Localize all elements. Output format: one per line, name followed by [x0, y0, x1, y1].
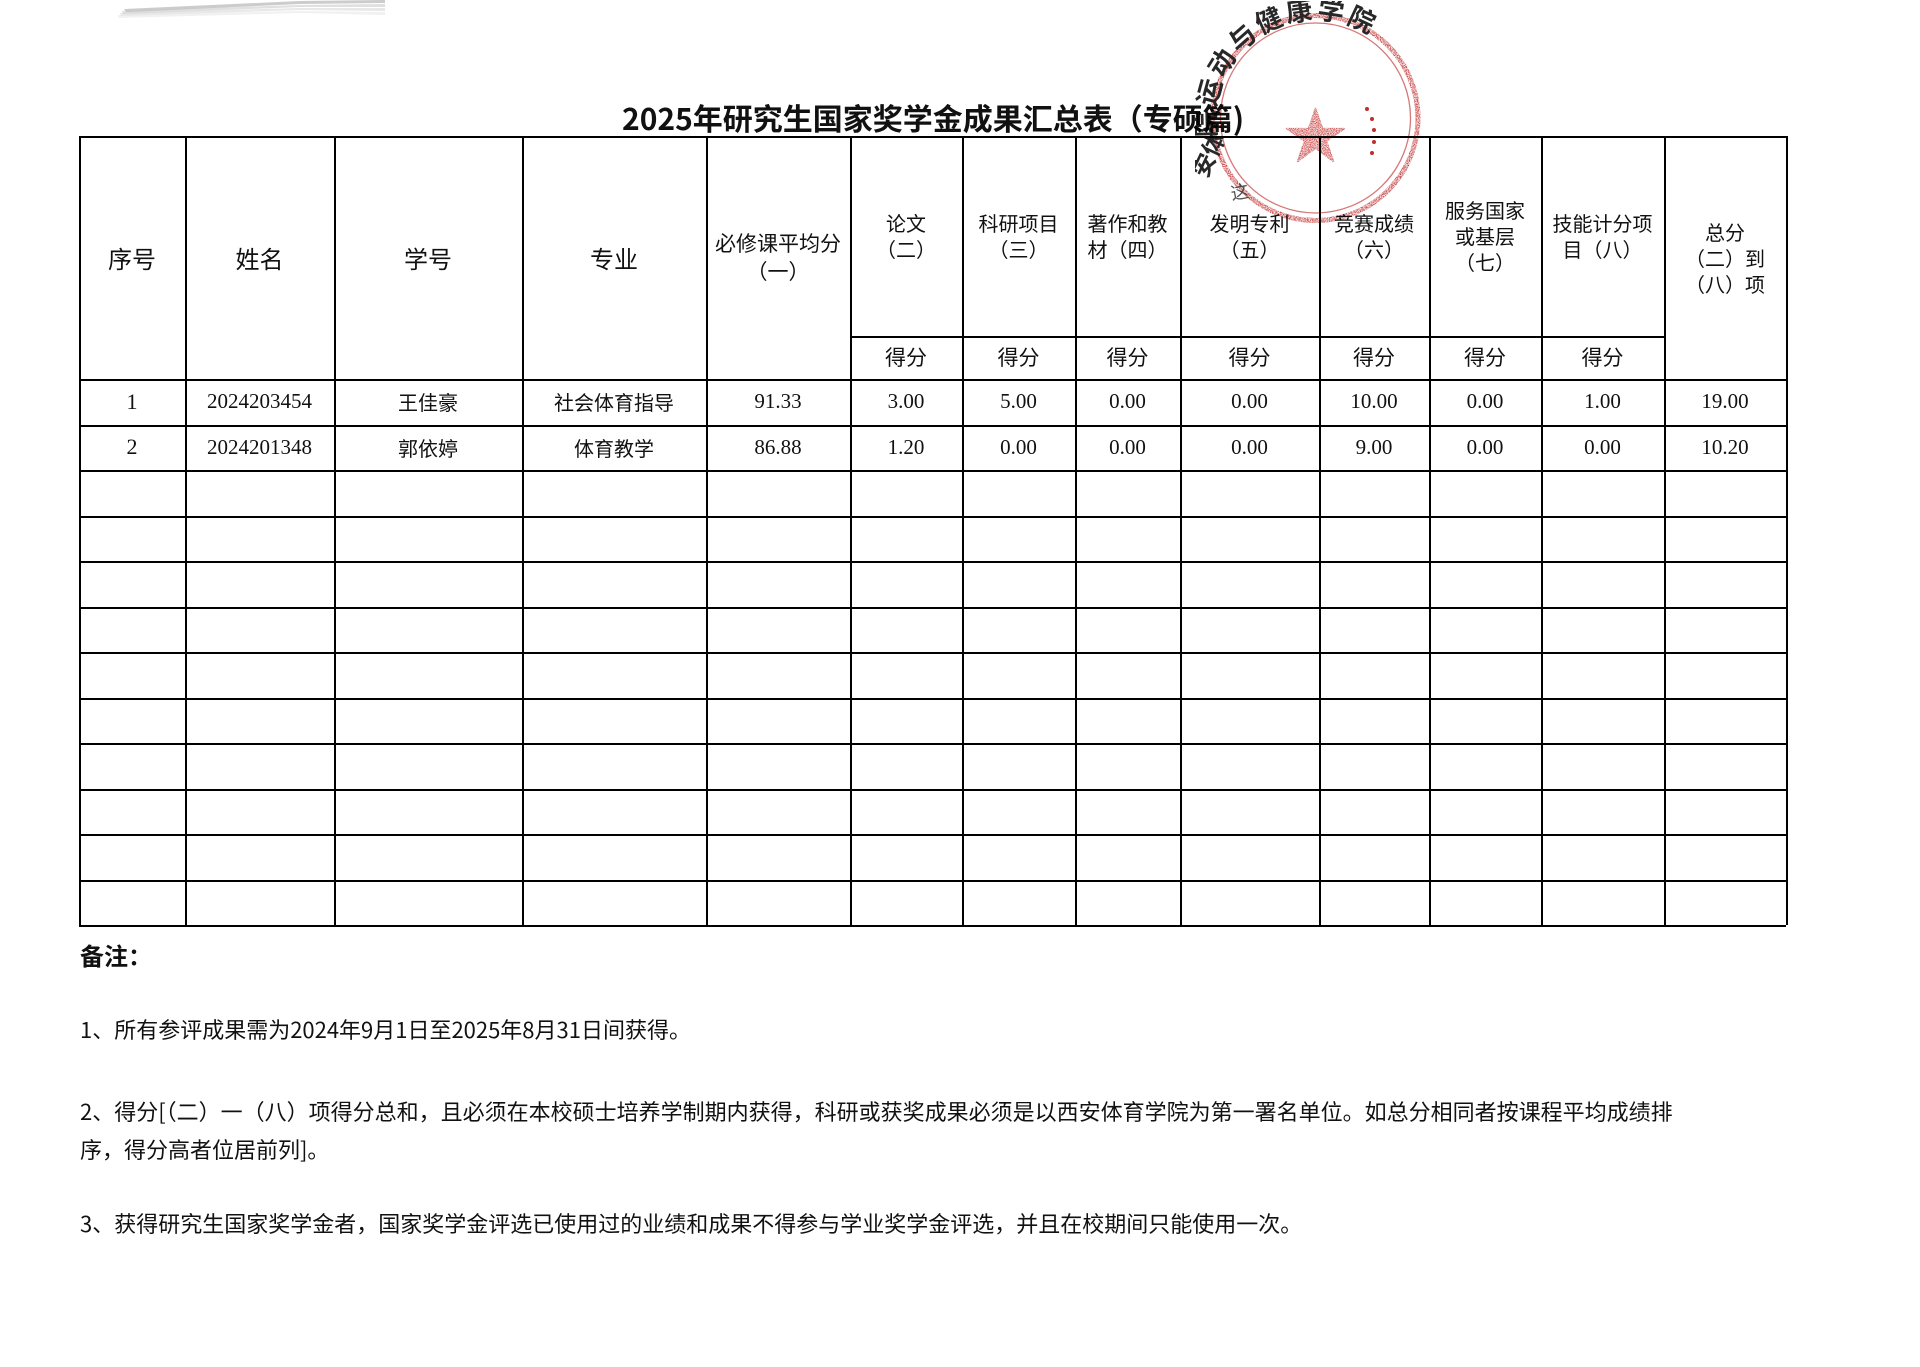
svg-text:院运动与健康学院: 院运动与健康学院 [1195, 1, 1385, 138]
svg-text:这: 这 [1229, 177, 1251, 206]
